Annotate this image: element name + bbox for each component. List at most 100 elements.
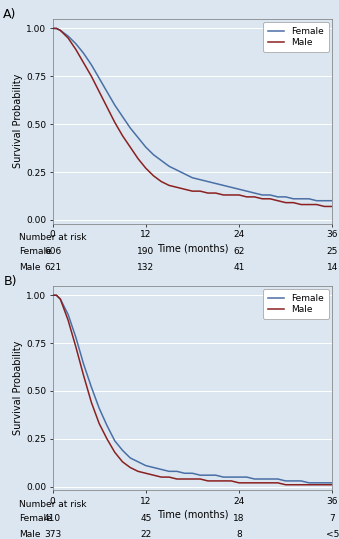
Male [74, 46, 78, 53]
Legend: Female, Male: Female, Male [263, 289, 328, 319]
Male [74, 344, 78, 350]
Male [159, 474, 163, 480]
Female [315, 197, 319, 204]
Male [152, 172, 156, 179]
Male [214, 478, 218, 484]
Male [221, 478, 225, 484]
Female [268, 476, 272, 482]
Male [245, 480, 249, 486]
Male [136, 155, 140, 162]
Male [291, 199, 295, 206]
Female [299, 196, 303, 202]
Male [237, 480, 241, 486]
Male [307, 481, 311, 488]
Female [144, 462, 148, 469]
Male [283, 481, 287, 488]
Female [253, 190, 257, 196]
Male [97, 420, 101, 427]
Female [136, 134, 140, 141]
Female [237, 186, 241, 192]
Male [82, 60, 86, 66]
Male [120, 459, 124, 465]
Male [128, 464, 132, 471]
Female [159, 466, 163, 473]
Female [214, 472, 218, 479]
Male [105, 103, 109, 110]
Female [120, 447, 124, 453]
Text: 606: 606 [44, 247, 61, 256]
Female [198, 176, 202, 183]
Text: <5: <5 [325, 530, 339, 539]
Female [82, 361, 86, 368]
Male [330, 203, 334, 210]
Y-axis label: Survival Probability: Survival Probability [14, 74, 23, 169]
Female [167, 163, 171, 169]
Female [307, 196, 311, 202]
Text: 373: 373 [44, 530, 61, 539]
Text: 190: 190 [137, 247, 154, 256]
Legend: Female, Male: Female, Male [263, 23, 328, 52]
Female [206, 178, 210, 185]
Female [198, 472, 202, 479]
Male [58, 27, 62, 33]
Text: 41: 41 [233, 263, 245, 272]
Text: Number at risk: Number at risk [19, 500, 86, 509]
Female [175, 167, 179, 174]
Text: B): B) [3, 275, 17, 288]
Male [206, 190, 210, 196]
Male [322, 481, 326, 488]
Male [167, 182, 171, 189]
Male [183, 476, 187, 482]
Male [214, 190, 218, 196]
Female [97, 405, 101, 411]
Male [51, 25, 55, 32]
Male [89, 399, 94, 406]
Female [260, 476, 264, 482]
Male [283, 199, 287, 206]
Line: Female: Female [53, 295, 332, 483]
Male [330, 481, 334, 488]
Female [268, 192, 272, 198]
Female [291, 478, 295, 484]
Male [229, 192, 233, 198]
Male [82, 372, 86, 379]
Male [89, 73, 94, 80]
Female [245, 474, 249, 480]
Male [136, 468, 140, 474]
Male [66, 35, 70, 42]
Male [198, 188, 202, 195]
Female [74, 40, 78, 47]
Line: Female: Female [53, 29, 332, 201]
Female [58, 27, 62, 33]
Female [183, 171, 187, 177]
Male [276, 197, 280, 204]
Male [307, 201, 311, 208]
Text: Female: Female [19, 514, 52, 523]
Male [175, 476, 179, 482]
Female [237, 474, 241, 480]
Female [330, 197, 334, 204]
Female [307, 480, 311, 486]
Female [66, 33, 70, 39]
Female [276, 194, 280, 200]
Male [299, 201, 303, 208]
Text: 621: 621 [44, 263, 61, 272]
Female [152, 464, 156, 471]
Female [136, 459, 140, 465]
Male [51, 292, 55, 299]
Male [253, 194, 257, 200]
Male [198, 476, 202, 482]
Male [291, 481, 295, 488]
Male [260, 480, 264, 486]
Female [128, 455, 132, 461]
Male [159, 178, 163, 185]
Female [105, 88, 109, 95]
Text: 25: 25 [326, 247, 338, 256]
Male [120, 133, 124, 139]
Female [191, 470, 195, 476]
Text: Female: Female [19, 247, 52, 256]
Female [322, 480, 326, 486]
Male [113, 119, 117, 126]
Male [144, 165, 148, 171]
Male [54, 292, 58, 299]
